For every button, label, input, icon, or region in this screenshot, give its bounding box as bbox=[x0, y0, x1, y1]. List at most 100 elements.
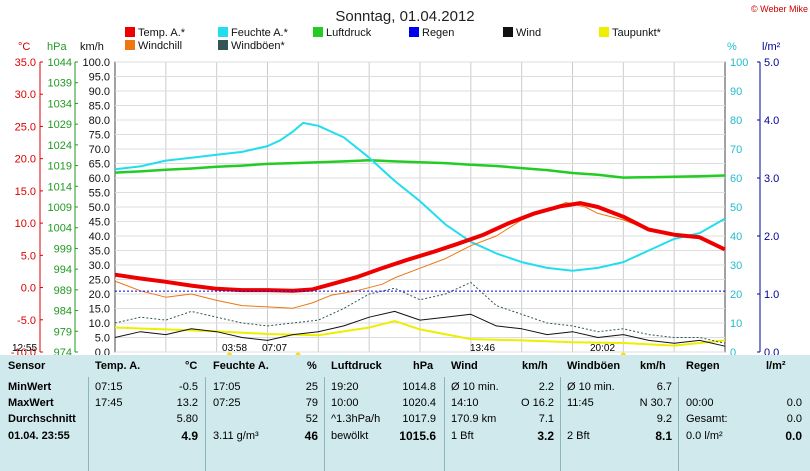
series-line-windchill bbox=[114, 202, 726, 309]
sun-marker bbox=[226, 352, 232, 355]
table-cell-hum-time: 07:25 bbox=[213, 397, 241, 409]
table-cell-wind-lbl: 14:10 bbox=[451, 397, 479, 409]
legend-label: Wind bbox=[516, 27, 541, 39]
table-cell-hum: 79 bbox=[305, 397, 318, 409]
table-cell-press: 1015.6 bbox=[399, 429, 436, 443]
temp-tick-label: 10.0 bbox=[15, 218, 36, 230]
pressure-tick-label: 1044 bbox=[48, 57, 72, 69]
table-cell-temp: 13.2 bbox=[176, 397, 198, 409]
rain-tick-label: 3.0 bbox=[764, 173, 779, 185]
table-cell-hum-time: 3.11 g/m³ bbox=[213, 430, 259, 442]
series-line-luftdruck bbox=[114, 158, 726, 179]
wind-tick-label: 90.0 bbox=[89, 86, 110, 98]
time-marker-sunrise2: 07:07 bbox=[262, 343, 288, 354]
table-cell-press-time: ^1.3hPa/h bbox=[331, 413, 381, 425]
col-gust-unit: km/h bbox=[640, 360, 666, 372]
table-cell-wind: 7.1 bbox=[538, 413, 554, 425]
time-marker-noon: 13:46 bbox=[470, 343, 496, 354]
legend-label: Windböen* bbox=[231, 40, 286, 52]
humidity-tick-label: 90 bbox=[730, 86, 742, 98]
pressure-tick-label: 989 bbox=[54, 285, 72, 297]
series-line-temp-a bbox=[114, 201, 726, 293]
temp-tick-label: 30.0 bbox=[15, 89, 36, 101]
table-cell-rain-lbl: 00:00 bbox=[686, 397, 714, 409]
col-rain-unit: l/m² bbox=[766, 360, 786, 372]
wind-tick-label: 55.0 bbox=[89, 188, 110, 200]
col-gust: Windböen bbox=[567, 360, 621, 372]
table-cell-gust: 6.7 bbox=[656, 381, 672, 393]
humidity-tick-label: 10 bbox=[730, 318, 742, 330]
table-cell-hum-time: 17:05 bbox=[213, 381, 241, 393]
pressure-tick-label: 1019 bbox=[48, 161, 72, 173]
rain-tick-label: 2.0 bbox=[764, 231, 779, 243]
legend-label: Temp. A.* bbox=[138, 27, 186, 39]
table-cell-temp-time: 17:45 bbox=[95, 397, 123, 409]
wind-tick-label: 30.0 bbox=[89, 260, 110, 272]
table-cell-temp: 4.9 bbox=[181, 429, 198, 443]
col-hum: Feuchte A. bbox=[213, 360, 269, 372]
weather-chart: Sonntag, 01.04.2012 © Weber Mike Temp. A.*… bbox=[11, 4, 808, 355]
table-cell-rain-lbl: Gesamt: bbox=[686, 413, 728, 425]
table-cell-press: 1020.4 bbox=[402, 397, 436, 409]
humidity-tick-label: 50 bbox=[730, 202, 742, 214]
table-cell-wind: O 16.2 bbox=[520, 397, 554, 409]
humidity-tick-label: 40 bbox=[730, 231, 742, 243]
table-cell-gust: 9.2 bbox=[656, 413, 672, 425]
wind-tick-label: 5.0 bbox=[95, 333, 110, 345]
humidity-tick-label: 60 bbox=[730, 173, 742, 185]
temp-tick-label: 15.0 bbox=[15, 186, 36, 198]
temp-tick-label: 20.0 bbox=[15, 154, 36, 166]
humidity-tick-label: 100 bbox=[730, 57, 748, 69]
pressure-tick-label: 974 bbox=[54, 347, 72, 355]
wind-tick-label: 80.0 bbox=[89, 115, 110, 127]
table-cell-gust-lbl: 11:45 bbox=[567, 397, 594, 409]
table-cell-label: Durchschnitt bbox=[8, 413, 76, 425]
humidity-tick-label: 30 bbox=[730, 260, 742, 272]
table-cell-wind-lbl: 1 Bft bbox=[451, 430, 474, 442]
legend-label: Feuchte A.* bbox=[231, 27, 289, 39]
table-cell-gust: 8.1 bbox=[655, 429, 672, 443]
rain-tick-label: 5.0 bbox=[764, 57, 779, 69]
temp-tick-label: 0.0 bbox=[21, 283, 36, 295]
pressure-tick-label: 1034 bbox=[48, 98, 72, 110]
legend-swatch bbox=[503, 27, 513, 37]
sun-marker bbox=[295, 352, 301, 355]
chart-title: Sonntag, 01.04.2012 bbox=[335, 8, 474, 25]
series-line-taupunkt bbox=[114, 320, 726, 347]
series-line-wind bbox=[114, 310, 726, 347]
wind-tick-label: 25.0 bbox=[89, 275, 110, 287]
rain-unit-label: l/m² bbox=[762, 41, 781, 53]
table-cell-hum: 25 bbox=[305, 381, 318, 393]
pressure-tick-label: 994 bbox=[54, 264, 72, 276]
legend-swatch bbox=[125, 40, 135, 50]
legend-swatch bbox=[599, 27, 609, 37]
table-cell-label: MinWert bbox=[8, 381, 52, 393]
temp-tick-label: 25.0 bbox=[15, 121, 36, 133]
wind-unit-label: km/h bbox=[80, 41, 104, 53]
pressure-tick-label: 1009 bbox=[48, 202, 72, 214]
temp-tick-label: 35.0 bbox=[15, 57, 36, 69]
table-cell-temp: 5.80 bbox=[176, 413, 198, 425]
col-wind: Wind bbox=[451, 360, 478, 372]
humidity-tick-label: 80 bbox=[730, 115, 742, 127]
legend-label: Taupunkt* bbox=[612, 27, 662, 39]
table-cell-rain-lbl: 0.0 l/m² bbox=[686, 430, 723, 442]
pressure-tick-label: 999 bbox=[54, 243, 72, 255]
table-header: Sensor Temp. A. °C Feuchte A. % Luftdruc… bbox=[0, 355, 810, 377]
wind-tick-label: 70.0 bbox=[89, 144, 110, 156]
stats-table: Sensor Temp. A. °C Feuchte A. % Luftdruc… bbox=[0, 355, 810, 471]
temp-unit-label: °C bbox=[18, 41, 30, 53]
wind-tick-label: 20.0 bbox=[89, 289, 110, 301]
rain-tick-label: 1.0 bbox=[764, 289, 779, 301]
wind-tick-label: 65.0 bbox=[89, 159, 110, 171]
pressure-tick-label: 1004 bbox=[48, 223, 72, 235]
wind-tick-label: 60.0 bbox=[89, 173, 110, 185]
table-cell-wind-lbl: Ø 10 min. bbox=[451, 381, 499, 393]
col-press-unit: hPa bbox=[413, 360, 434, 372]
col-temp-unit: °C bbox=[185, 360, 198, 372]
pressure-tick-label: 984 bbox=[54, 306, 72, 318]
humidity-tick-label: 70 bbox=[730, 144, 742, 156]
time-marker-sunrise1: 03:58 bbox=[222, 343, 248, 354]
table-cell-hum: 46 bbox=[304, 429, 318, 443]
table-cell-press-time: bewölkt bbox=[331, 430, 369, 442]
